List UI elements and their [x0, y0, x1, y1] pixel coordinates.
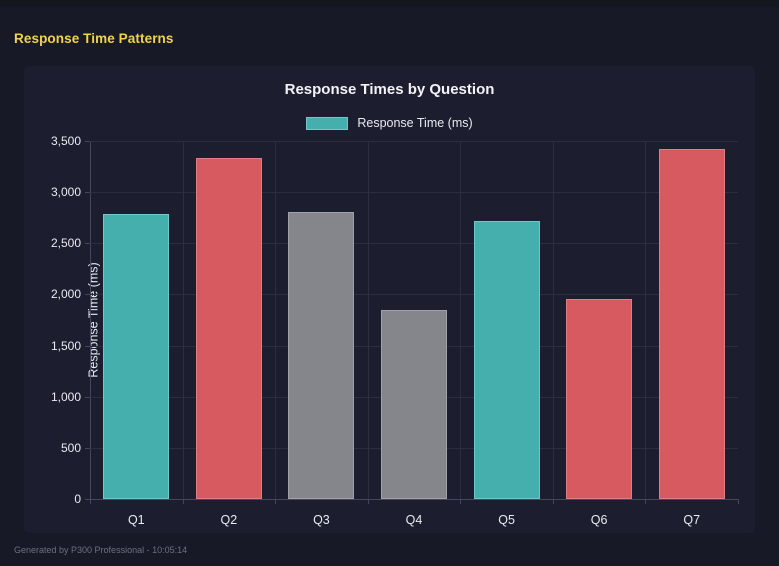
x-axis-tick-mark [553, 499, 554, 504]
y-axis-tick-mark [85, 447, 90, 449]
bar-q1[interactable] [103, 213, 170, 499]
bar-q7[interactable] [658, 149, 725, 499]
y-axis-tick-label: 2,000 [50, 287, 81, 302]
chart-title: Response Times by Question [284, 81, 495, 98]
x-axis-tick-label-q6: Q6 [590, 513, 608, 527]
x-axis-tick-mark [183, 499, 184, 504]
bar-q3[interactable] [288, 211, 355, 499]
page-title: Response Time Patterns [14, 31, 174, 46]
legend-swatch-response-time [306, 116, 349, 130]
x-axis-tick-mark [738, 499, 739, 504]
y-axis-tick-mark [85, 499, 90, 500]
x-axis-tick-label-q5: Q5 [498, 513, 515, 527]
window-top-strip [0, 0, 779, 7]
gridline-vertical [553, 141, 554, 499]
y-axis-label: Response Time (ms) [86, 262, 101, 378]
y-axis-tick-mark [85, 345, 90, 347]
bar-q5[interactable] [473, 220, 540, 499]
gridline-vertical [460, 141, 461, 499]
gridline-vertical [183, 141, 184, 499]
y-axis-tick-mark [85, 243, 90, 245]
chart-legend: Response Time (ms) [24, 116, 755, 130]
y-axis-tick-label: 3,000 [50, 185, 81, 200]
gridline-horizontal [90, 243, 738, 245]
x-axis-tick-mark [90, 499, 91, 504]
y-axis-tick-mark [85, 396, 90, 398]
x-axis-tick-mark [368, 499, 369, 504]
chart-plot-area: Response Time (ms) 0 500 1,000 1,500 2,000 2,… [51, 134, 755, 527]
y-axis-tick-mark [85, 141, 90, 142]
y-axis-tick-label: 3,500 [50, 134, 81, 148]
x-axis-tick-label-q7: Q7 [683, 513, 701, 527]
y-axis-tick-mark [85, 192, 90, 194]
x-axis-tick-label-q2: Q2 [220, 513, 238, 527]
gridline-vertical [275, 141, 276, 499]
y-axis-tick-label: 1,500 [50, 338, 81, 353]
x-axis-tick-label-q3: Q3 [313, 513, 330, 527]
legend-label-response-time: Response Time (ms) [357, 116, 473, 130]
x-axis-line [90, 499, 738, 500]
gridline-vertical [645, 141, 646, 499]
y-axis-line [90, 141, 91, 500]
x-axis-tick-label-q1: Q1 [127, 513, 145, 527]
x-axis-tick-mark [645, 499, 646, 504]
x-axis-tick-mark [275, 499, 276, 504]
y-axis-tick-label: 2,500 [50, 236, 81, 251]
y-axis-tick-label: 0 [74, 492, 81, 506]
chart-card: Response Times by Question Response Time… [24, 66, 755, 533]
x-axis-tick-label-q4: Q4 [405, 513, 423, 527]
bar-q2[interactable] [195, 158, 262, 499]
bar-q4[interactable] [381, 309, 447, 499]
bar-q6[interactable] [566, 298, 633, 499]
y-axis-tick-label: 1,000 [50, 389, 81, 404]
gridline-horizontal [90, 294, 738, 296]
x-axis-tick-mark [460, 499, 461, 504]
gridline-vertical [368, 141, 369, 499]
y-axis-tick-mark [85, 294, 90, 296]
gridline-horizontal [90, 192, 738, 194]
gridline-horizontal [90, 141, 738, 142]
footer-text: Generated by P300 Professional - 10:05:1… [14, 545, 188, 555]
y-axis-tick-label: 500 [60, 440, 81, 455]
